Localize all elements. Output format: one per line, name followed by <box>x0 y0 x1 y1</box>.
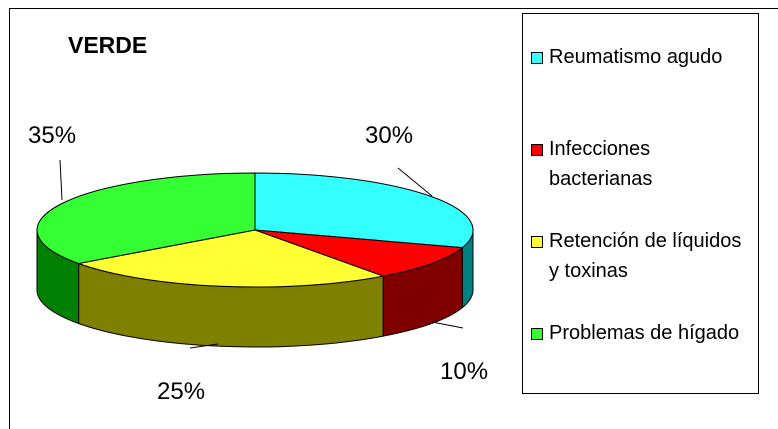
legend-label: Reumatismo agudo <box>549 46 723 68</box>
legend-entry: Reumatismo agudo <box>531 42 756 72</box>
data-label: 10% <box>440 358 489 385</box>
data-label: 35% <box>28 122 77 149</box>
legend-swatch <box>531 144 543 156</box>
data-label: 25% <box>157 378 206 405</box>
chart-frame <box>9 8 778 429</box>
legend-label: Retención de líquidos y toxinas <box>549 230 742 282</box>
legend-entry: Infecciones bacterianas <box>531 134 756 194</box>
slice <box>76 229 386 288</box>
legend: Reumatismo agudo Infecciones bacterianas R… <box>522 13 759 394</box>
legend-swatch <box>531 328 543 340</box>
leader-line <box>397 167 433 197</box>
data-label: 30% <box>365 122 414 149</box>
leader-line <box>431 321 464 329</box>
legend-entry: Problemas de hígado <box>531 318 756 348</box>
chart-title: VERDE <box>68 32 148 58</box>
slice <box>36 172 256 265</box>
slice <box>254 229 464 277</box>
leader-line <box>189 343 219 349</box>
slice <box>254 172 474 249</box>
legend-swatch <box>531 236 543 248</box>
legend-label: Infecciones bacterianas <box>549 138 653 190</box>
legend-entry: Retención de líquidos y toxinas <box>531 226 756 286</box>
leader-line <box>59 159 63 201</box>
legend-label: Problemas de hígado <box>549 322 740 344</box>
legend-swatch <box>531 52 543 64</box>
